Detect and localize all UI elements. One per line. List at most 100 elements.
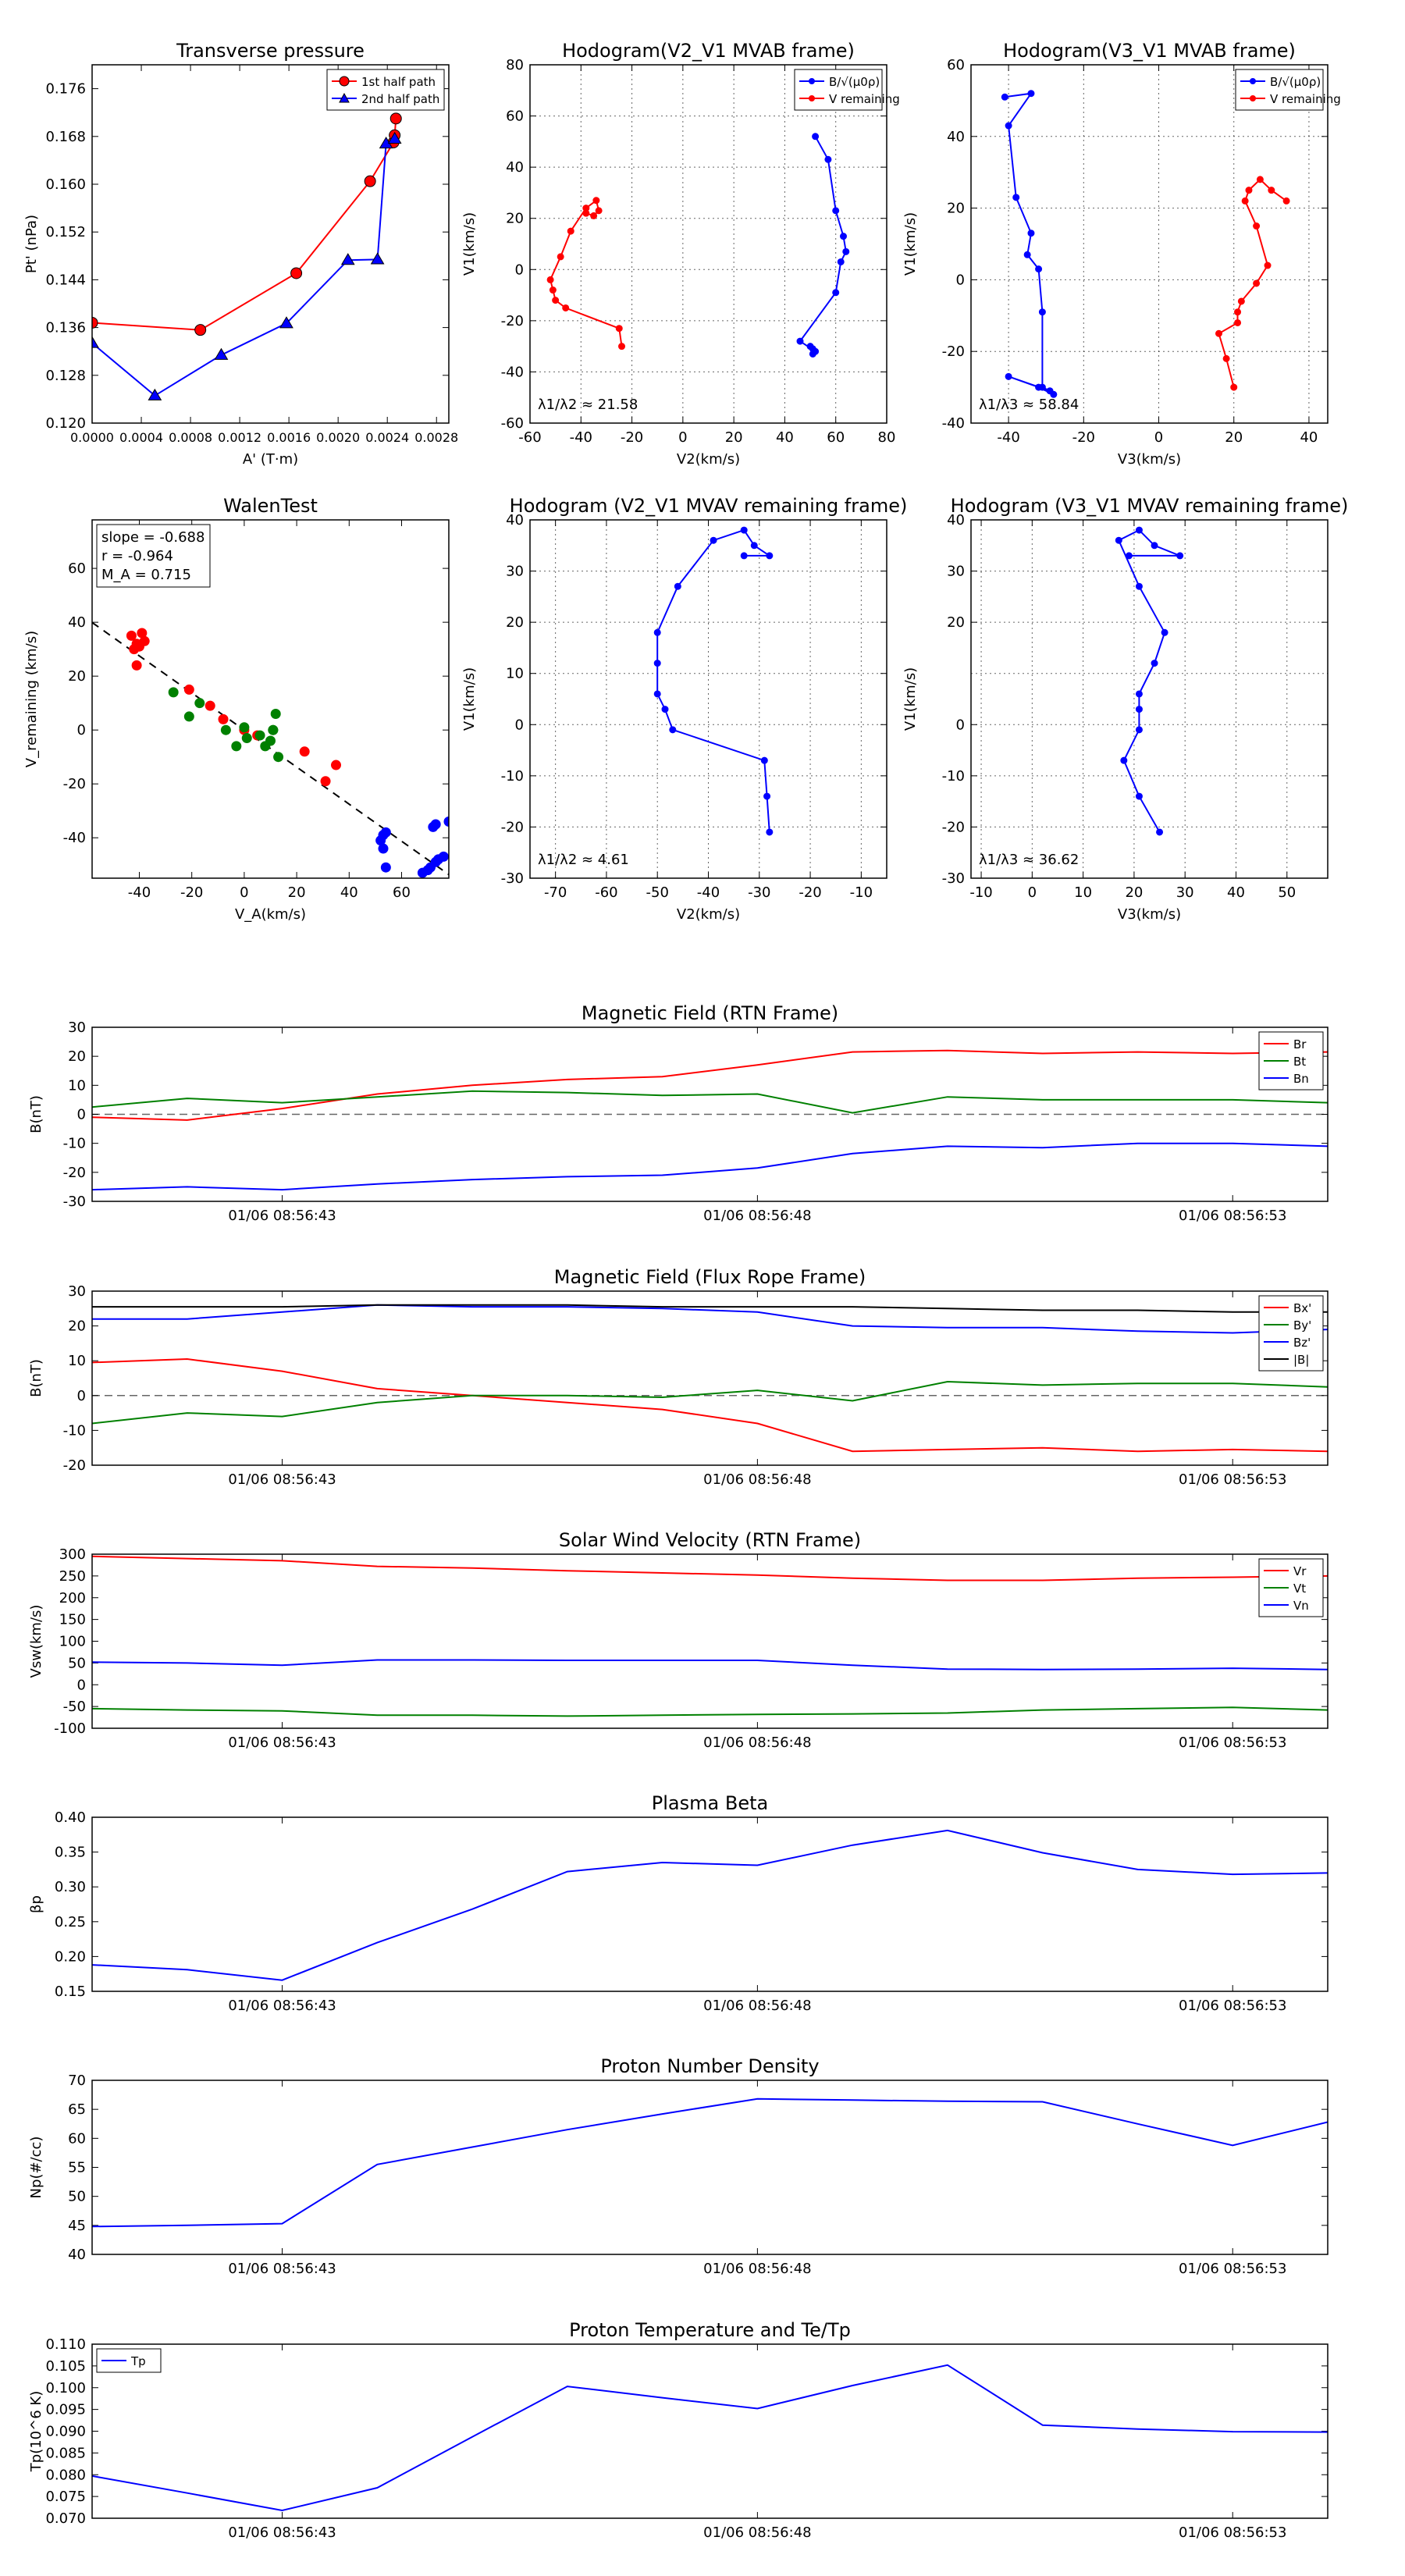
legend-box [1235, 69, 1324, 111]
y-tick-label: 30 [506, 564, 524, 580]
y-tick-label: 0.30 [55, 1879, 86, 1895]
legend-marker [339, 92, 350, 103]
x-tick-label: 01/06 08:56:53 [1179, 1471, 1286, 1488]
data-point [812, 133, 820, 141]
data-point [1135, 706, 1143, 713]
data-point [1005, 372, 1012, 380]
y-tick-label: 30 [947, 564, 965, 580]
y-axis-label: V_remaining (km/s) [23, 631, 40, 767]
legend: Vr Vt Vn [1258, 1558, 1324, 1617]
series-v-remaining-line [550, 199, 623, 347]
data-point [214, 347, 229, 360]
y-tick-label: 10 [506, 666, 524, 682]
legend-label: Bt [1293, 1055, 1306, 1069]
data-point [1135, 792, 1143, 800]
legend: Bx' By' Bz' |B| [1258, 1295, 1324, 1372]
y-tick-label: 60 [947, 57, 965, 73]
data-point [1038, 383, 1046, 391]
axes-frame [91, 1553, 1329, 1729]
x-tick-label: 10 [1074, 884, 1092, 901]
y-tick-label: -20 [63, 1457, 86, 1474]
data-point [430, 819, 441, 830]
x-tick-label: -70 [544, 884, 567, 901]
data-point [661, 706, 669, 713]
data-point [592, 197, 600, 205]
legend-marker [339, 76, 350, 87]
data-point [653, 690, 661, 698]
y-tick-label: 0.168 [45, 129, 86, 145]
axes-frame [91, 1290, 1329, 1466]
y-axis-label: V1(km/s) [902, 212, 919, 276]
data-point [549, 286, 557, 294]
y-tick-label: 50 [68, 2189, 86, 2205]
data-point [218, 713, 229, 724]
x-tick-label: -10 [969, 884, 992, 901]
data-point [590, 212, 598, 219]
data-point [380, 862, 391, 873]
y-tick-label: 0 [77, 1677, 86, 1693]
x-tick-label: 01/06 08:56:43 [228, 1208, 336, 1224]
legend-label: Bz' [1293, 1336, 1311, 1350]
chart-title: Hodogram(V3_V1 MVAB frame) [1003, 40, 1296, 62]
x-tick-label: 0 [678, 429, 687, 446]
legend-box [326, 69, 445, 111]
y-tick-label: -100 [54, 1720, 86, 1737]
legend-label: Vr [1293, 1564, 1307, 1578]
data-point [766, 552, 774, 560]
plot-area [92, 2364, 1328, 2512]
y-tick-label: 65 [68, 2101, 86, 2118]
chart-walen: WalenTest -40 -20 0 20 40 60 -40 -20 0 20 40 60 V_A(k… [23, 495, 450, 923]
y-tick-label: 40 [947, 512, 965, 528]
x-tick-label: 0.0004 [119, 430, 163, 445]
y-tick-label: 0.40 [55, 1809, 86, 1826]
data-point [331, 760, 342, 770]
data-point [194, 698, 205, 709]
data-point [669, 726, 677, 734]
y-tick-label: 0.160 [45, 176, 86, 193]
x-tick-label: 01/06 08:56:48 [703, 1208, 811, 1224]
y-tick-label: 100 [59, 1634, 86, 1650]
data-point [842, 247, 850, 255]
x-tick-label: 50 [1278, 884, 1296, 901]
y-tick-label: -10 [501, 768, 524, 785]
x-tick-label: -20 [180, 884, 203, 901]
x-tick-label: 40 [1227, 884, 1245, 901]
y-tick-label: 0.136 [45, 320, 86, 336]
y-tick-label: 40 [947, 129, 965, 145]
series-bn-line [92, 1142, 1328, 1191]
data-point [567, 227, 574, 235]
data-point [92, 336, 99, 348]
x-tick-label: 30 [1176, 884, 1194, 901]
x-tick-label: 01/06 08:56:53 [1179, 1208, 1286, 1224]
data-point [740, 552, 748, 560]
y-tick-label: 0.110 [45, 2336, 86, 2353]
series-br-line [92, 1049, 1328, 1121]
data-point [231, 741, 242, 752]
data-point [832, 207, 840, 215]
data-point [832, 289, 840, 297]
chart-title: Plasma Beta [652, 1792, 768, 1814]
data-point [268, 724, 279, 735]
lambda-annotation: λ1/λ2 ≈ 4.61 [538, 852, 629, 868]
y-tick-label: 0.100 [45, 2380, 86, 2396]
plot-area [92, 2097, 1328, 2228]
data-point [340, 253, 355, 265]
x-axis-label: V2(km/s) [677, 906, 740, 923]
x-tick-label: 20 [1125, 884, 1143, 901]
legend-marker [1250, 95, 1256, 101]
data-point [1035, 265, 1043, 273]
data-point [148, 388, 162, 400]
y-tick-label: 300 [59, 1546, 86, 1563]
y-axis-label: Vsw(km/s) [28, 1605, 44, 1678]
data-point [824, 155, 832, 163]
plot-area [653, 526, 774, 836]
data-point [1264, 262, 1272, 269]
y-tick-label: 0 [515, 717, 524, 733]
chart-title: Transverse pressure [176, 40, 365, 62]
y-tick-label: 40 [506, 512, 524, 528]
data-point [562, 304, 570, 311]
y-tick-label: 0.152 [45, 224, 86, 240]
data-point [1135, 582, 1143, 590]
data-point [806, 343, 814, 350]
